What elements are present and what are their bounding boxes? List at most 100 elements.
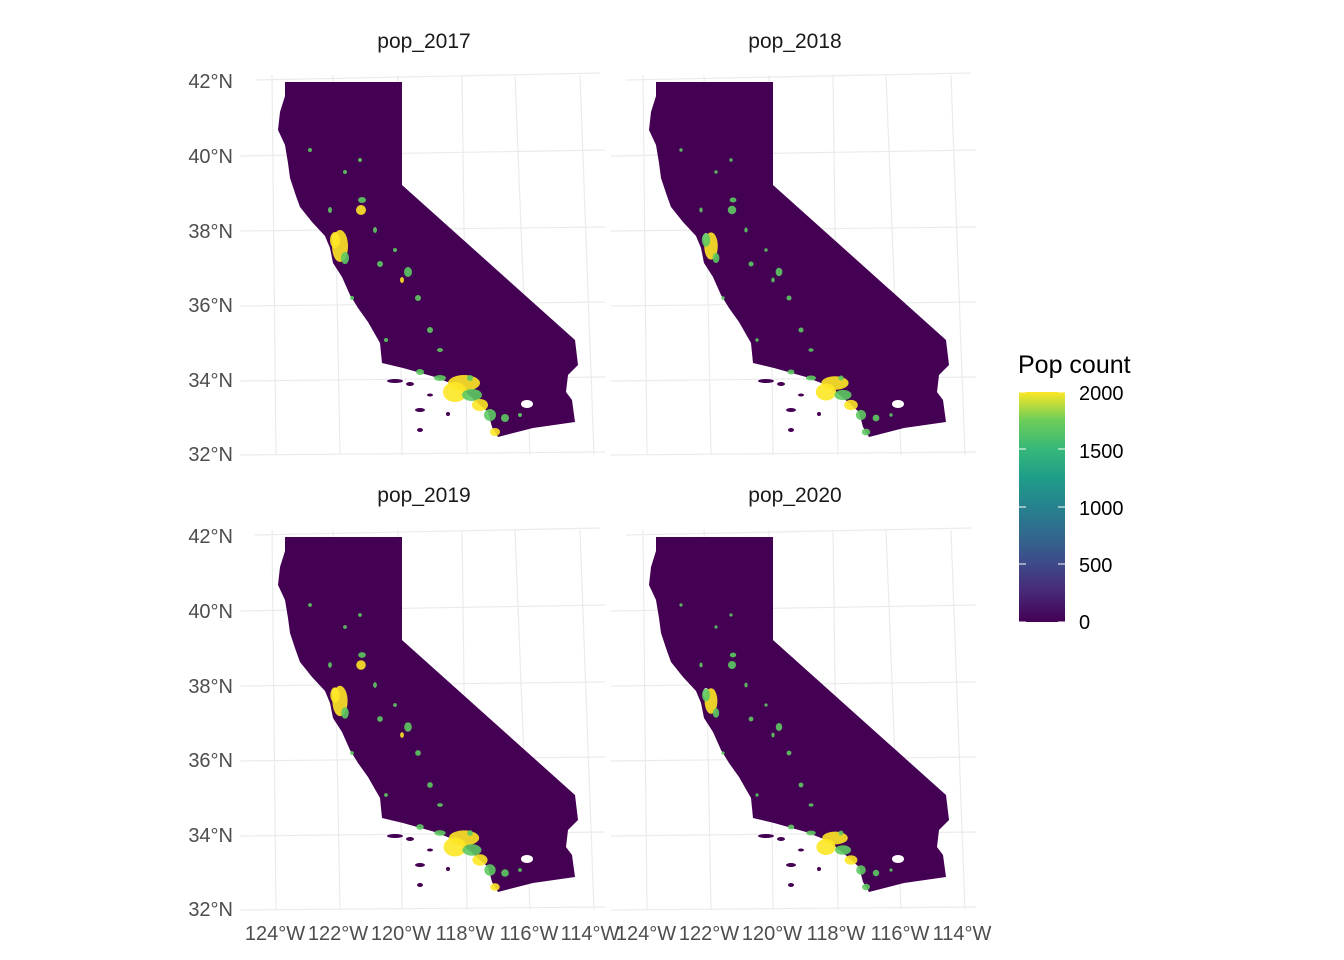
- legend-label: 0: [1079, 612, 1090, 634]
- graticule-line: [579, 74, 595, 456]
- water-body: [892, 855, 904, 863]
- graticule-line: [271, 74, 277, 456]
- population-hotspot: [328, 207, 332, 213]
- population-hotspot: [744, 682, 748, 688]
- population-hotspot: [699, 207, 703, 213]
- legend-label: 500: [1079, 555, 1112, 577]
- population-hotspot: [679, 603, 683, 607]
- population-hotspot: [808, 348, 814, 352]
- california-raster: [278, 82, 578, 437]
- y-tick-label: 42°N: [188, 526, 233, 548]
- population-hotspot: [393, 248, 397, 252]
- island: [777, 382, 785, 386]
- population-hotspot: [443, 837, 467, 857]
- population-hotspot: [728, 661, 736, 669]
- population-hotspot: [872, 414, 880, 422]
- island: [786, 408, 796, 412]
- x-tick-label: 124°W: [616, 923, 676, 945]
- graticule-line: [642, 74, 648, 456]
- population-hotspot: [861, 428, 871, 436]
- map-panel-2018: [610, 72, 977, 456]
- island: [788, 883, 794, 887]
- population-hotspot: [729, 158, 733, 162]
- island: [417, 428, 423, 432]
- island: [387, 834, 403, 838]
- map-panel-2019: [239, 527, 606, 911]
- graticule-line: [271, 529, 277, 911]
- y-tick-label: 34°N: [188, 370, 233, 392]
- island: [415, 408, 425, 412]
- legend-colorbar: [1019, 392, 1065, 622]
- population-hotspot: [356, 205, 366, 215]
- population-hotspot: [838, 830, 844, 836]
- population-hotspot: [729, 652, 737, 658]
- population-hotspot: [437, 348, 443, 352]
- population-hotspot: [427, 782, 433, 788]
- population-hotspot: [748, 716, 754, 722]
- population-hotspot: [701, 233, 711, 247]
- map-panel-2020: [610, 527, 977, 911]
- graticule-line: [254, 72, 601, 81]
- island: [817, 867, 821, 871]
- population-hotspot: [798, 782, 804, 788]
- population-hotspot: [462, 389, 482, 401]
- island: [415, 863, 425, 867]
- population-hotspot: [838, 375, 844, 381]
- graticule-line: [950, 529, 966, 911]
- x-tick-label: 118°W: [807, 923, 866, 945]
- population-hotspot: [889, 868, 893, 872]
- population-hotspot: [712, 252, 720, 264]
- population-hotspot: [377, 716, 383, 722]
- population-hotspot: [714, 170, 718, 174]
- population-hotspot: [467, 830, 473, 836]
- graticule-line: [610, 906, 977, 911]
- island: [777, 837, 785, 841]
- graticule-line: [950, 74, 966, 456]
- population-hotspot: [835, 845, 851, 855]
- population-hotspot: [798, 327, 804, 333]
- island: [758, 379, 774, 383]
- population-hotspot: [771, 732, 775, 738]
- population-hotspot: [518, 868, 522, 872]
- island: [417, 883, 423, 887]
- population-hotspot: [330, 232, 340, 248]
- island: [786, 863, 796, 867]
- x-tick-label: 116°W: [871, 923, 930, 945]
- facet-label-2020: pop_2020: [748, 484, 841, 507]
- y-axis-top: 42°N 40°N 38°N 36°N 34°N 32°N: [188, 71, 233, 466]
- population-hotspot: [328, 662, 332, 668]
- legend-label: 1000: [1079, 498, 1124, 520]
- population-hotspot: [712, 708, 720, 718]
- population-hotspot: [437, 803, 443, 807]
- population-hotspot: [467, 375, 473, 381]
- population-hotspot: [350, 751, 354, 755]
- x-axis-left: 124°W 122°W 120°W 118°W 116°W 114°W: [245, 923, 620, 945]
- population-hotspot: [400, 277, 404, 283]
- facet-label-2018: pop_2018: [748, 30, 841, 53]
- population-hotspot: [341, 707, 349, 719]
- graticule-line: [579, 529, 595, 911]
- island: [427, 393, 433, 397]
- island: [798, 393, 804, 397]
- legend: Pop count 2000 1500 1000 500 0: [1018, 351, 1131, 634]
- population-hotspot: [404, 722, 412, 732]
- population-hotspot: [699, 662, 703, 668]
- population-hotspot: [400, 732, 404, 738]
- population-hotspot: [416, 824, 424, 830]
- facet-label-2019: pop_2019: [377, 484, 470, 507]
- y-tick-label: 36°N: [188, 295, 233, 317]
- population-hotspot: [775, 723, 783, 731]
- population-hotspot: [373, 682, 377, 688]
- island: [446, 867, 450, 871]
- population-hotspot: [490, 883, 500, 891]
- population-hotspot: [775, 267, 783, 277]
- water-body: [892, 400, 904, 408]
- population-hotspot: [358, 613, 362, 617]
- y-tick-label: 32°N: [188, 444, 233, 466]
- water-body: [521, 855, 533, 863]
- population-hotspot: [373, 227, 377, 233]
- population-hotspot: [721, 751, 725, 755]
- graticule-line: [239, 451, 606, 456]
- population-hotspot: [679, 148, 683, 152]
